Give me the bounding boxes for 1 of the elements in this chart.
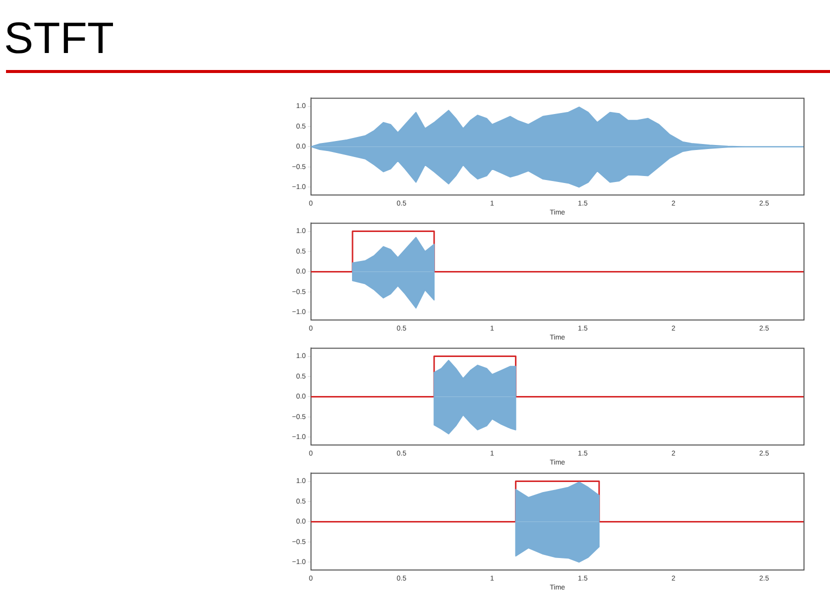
chart-title: STFT (4, 14, 114, 64)
